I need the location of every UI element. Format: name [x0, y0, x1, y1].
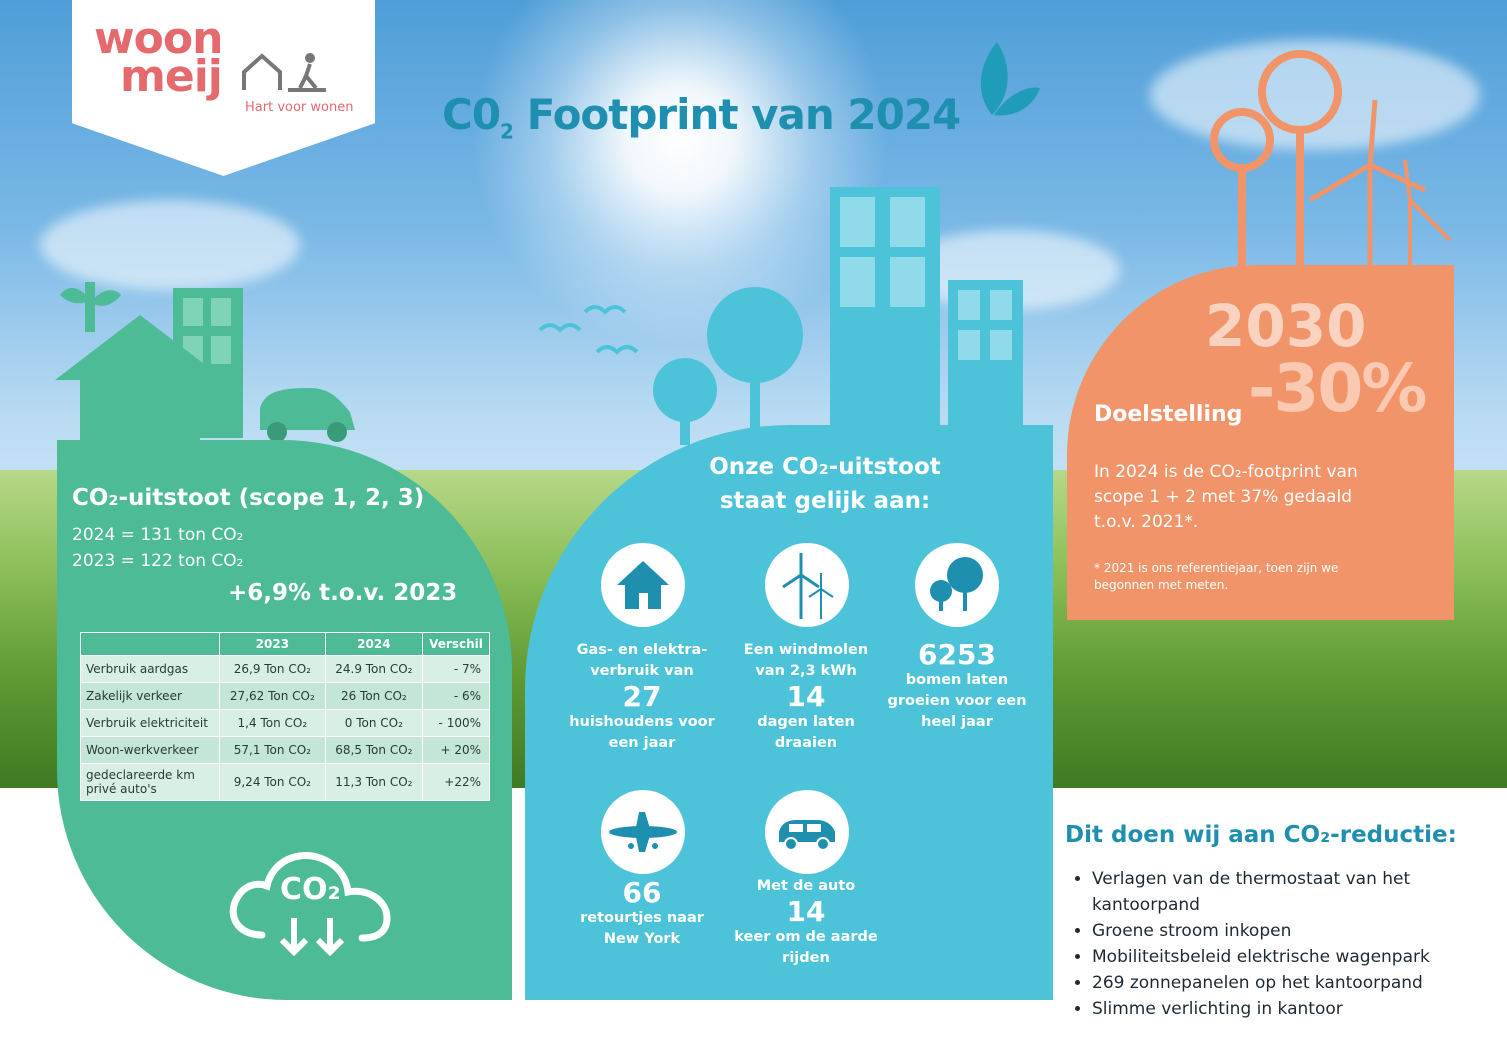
blue-skyline-illustration: [653, 187, 1023, 445]
blue-panel: [525, 425, 1053, 1000]
trees-icon: [915, 543, 999, 627]
car-icon: [765, 790, 849, 874]
reduction-heading: Dit doen wij aan CO₂-reductie:: [1065, 822, 1457, 848]
target-text: In 2024 is de CO₂-footprint van scope 1 …: [1094, 462, 1358, 532]
target-year: 2030: [1205, 292, 1367, 360]
list-item: Verlagen van de thermostaat van het kant…: [1092, 866, 1492, 918]
table-cell: - 7%: [422, 655, 490, 683]
list-item: Mobiliteitsbeleid elektrische wagenpark: [1092, 944, 1492, 970]
table-header: 2024: [324, 632, 424, 656]
stat-value: 27: [622, 680, 662, 713]
emissions-2023: 2023 = 122 ton CO₂: [72, 551, 244, 571]
emissions-table: 2023 2024 Verschil Verbruik aardgas 26,9…: [80, 632, 490, 801]
stat-post: bomen laten groeien voor een heel jaar: [887, 672, 1027, 730]
stat-pre: Met de auto: [756, 878, 856, 894]
stat-value: 66: [622, 876, 662, 909]
table-cell: 9,24 Ton CO₂: [219, 763, 326, 801]
logo-tagline: Hart voor wonen: [245, 100, 354, 115]
sun-glow: [470, 0, 890, 350]
emissions-change: +6,9% t.o.v. 2023: [228, 580, 458, 606]
table-cell: + 20%: [422, 736, 490, 764]
stat-post: keer om de aarde rijden: [734, 929, 878, 966]
logo: woon meij: [94, 13, 223, 102]
equivalents-heading-line1: Onze CO₂-uitstoot: [709, 454, 941, 480]
list-item: Groene stroom inkopen: [1092, 918, 1492, 944]
table-cell: - 100%: [422, 709, 490, 737]
table-row: Verbruik elektriciteit 1,4 Ton CO₂ 0 Ton…: [80, 709, 490, 737]
table-header: [80, 632, 220, 656]
title-sub: 2: [500, 119, 514, 144]
title-co: C0: [442, 90, 501, 139]
table-row: Woon-werkverkeer 57,1 Ton CO₂ 68,5 Ton C…: [80, 736, 490, 764]
target-percentage: -30%: [1248, 350, 1427, 427]
cloud: [40, 200, 300, 290]
stat-windmill: Een windmolen van 2,3 kWh 14 dagen laten…: [731, 640, 881, 754]
stat-flights: 66 retourtjes naar New York: [567, 878, 717, 950]
table-cell: - 6%: [422, 682, 490, 710]
table-cell: Verbruik aardgas: [80, 655, 220, 683]
stat-post: huishoudens voor een jaar: [569, 714, 715, 751]
equivalents-heading-line2: staat gelijk aan:: [719, 488, 931, 514]
stat-trees: 6253 bomen laten groeien voor een heel j…: [882, 640, 1032, 733]
house-icon: [601, 543, 685, 627]
title-rest: Footprint van 2024: [512, 90, 962, 139]
table-header-row: 2023 2024 Verschil: [80, 632, 490, 656]
equivalents-heading: Onze CO₂-uitstoot staat gelijk aan:: [660, 450, 990, 518]
stat-pre: Een windmolen van 2,3 kWh: [743, 642, 869, 679]
emissions-heading: CO₂-uitstoot (scope 1, 2, 3): [72, 485, 425, 511]
table-cell: gedeclareerde km privé auto's: [80, 763, 220, 801]
page-title: C02 Footprint van 2024: [442, 90, 962, 144]
table-row: Verbruik aardgas 26,9 Ton CO₂ 24.9 Ton C…: [80, 655, 490, 683]
stat-value: 6253: [918, 638, 996, 671]
stat-car: Met de auto 14 keer om de aarde rijden: [731, 876, 881, 969]
table-cell: Zakelijk verkeer: [80, 682, 220, 710]
table-cell: Verbruik elektriciteit: [80, 709, 220, 737]
table-header: 2023: [219, 632, 326, 656]
table-cell: 24.9 Ton CO₂: [324, 655, 424, 683]
table-cell: 11,3 Ton CO₂: [324, 763, 424, 801]
table-header: Verschil: [422, 632, 490, 656]
leaf-icon: [980, 42, 1040, 116]
orange-panel: [1067, 265, 1454, 620]
table-cell: 57,1 Ton CO₂: [219, 736, 326, 764]
target-footnote: * 2021 is ons referentiejaar, toen zijn …: [1094, 561, 1339, 592]
stat-post: retourtjes naar New York: [580, 910, 704, 947]
emissions-2024: 2024 = 131 ton CO₂: [72, 525, 244, 545]
logo-line-1: woon: [94, 13, 223, 64]
list-item: Slimme verlichting in kantoor: [1092, 996, 1492, 1022]
target-label: Doelstelling: [1094, 402, 1243, 427]
table-cell: 68,5 Ton CO₂: [324, 736, 424, 764]
wind-turbine-icon: [765, 543, 849, 627]
table-cell: 0 Ton CO₂: [324, 709, 424, 737]
stat-value: 14: [786, 680, 826, 713]
table-cell: Woon-werkverkeer: [80, 736, 220, 764]
table-cell: 26,9 Ton CO₂: [219, 655, 326, 683]
table-row: gedeclareerde km privé auto's 9,24 Ton C…: [80, 763, 490, 801]
list-item: 269 zonnepanelen op het kantoorpand: [1092, 970, 1492, 996]
logo-line-2: meij: [120, 51, 223, 102]
table-cell: 1,4 Ton CO₂: [219, 709, 326, 737]
reduction-list: Verlagen van de thermostaat van het kant…: [1067, 866, 1492, 1022]
orange-turbines-illustration: [1210, 50, 1452, 268]
stat-pre: Gas- en elektra- verbruik van: [576, 642, 708, 679]
stat-post: dagen laten draaien: [757, 714, 855, 751]
stat-households: Gas- en elektra- verbruik van 27 huishou…: [567, 640, 717, 754]
airplane-icon: [601, 790, 685, 874]
table-cell: 26 Ton CO₂: [324, 682, 424, 710]
table-row: Zakelijk verkeer 27,62 Ton CO₂ 26 Ton CO…: [80, 682, 490, 710]
house-person-icon: [242, 53, 326, 92]
co2-cloud-label: CO₂: [280, 872, 341, 907]
co2-cloud-icon: [229, 852, 391, 957]
green-skyline-illustration: [55, 282, 355, 442]
table-cell: 27,62 Ton CO₂: [219, 682, 326, 710]
birds-icon: [538, 305, 639, 355]
table-cell: +22%: [422, 763, 490, 801]
stat-value: 14: [786, 895, 826, 928]
